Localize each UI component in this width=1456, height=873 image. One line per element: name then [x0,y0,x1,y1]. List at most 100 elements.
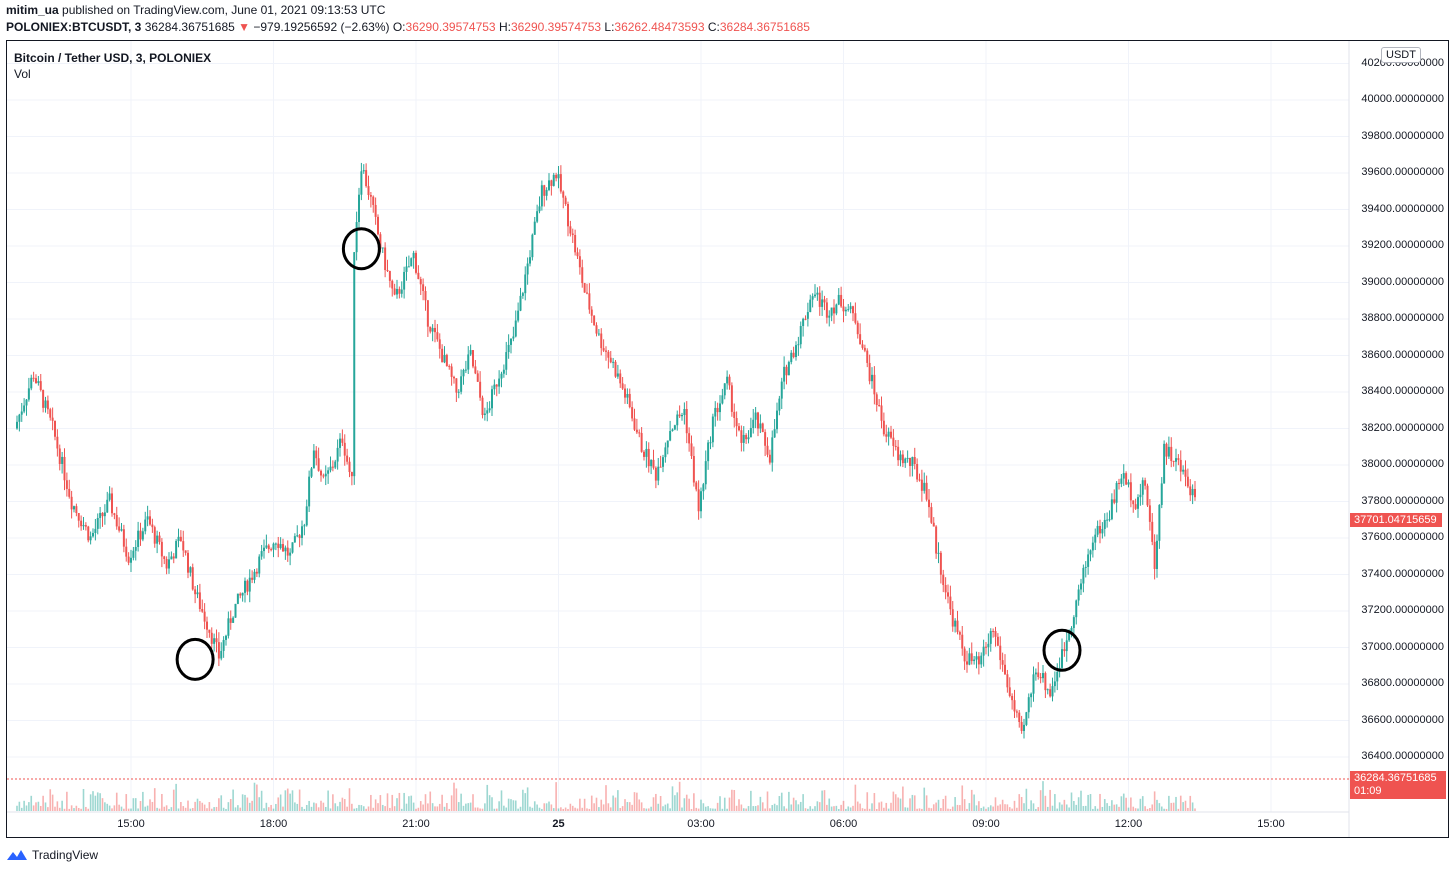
candle-body [740,430,743,443]
volume-bar [887,808,890,811]
volume-bar [560,807,562,811]
candle-body [279,544,282,548]
volume-bar [339,801,341,811]
candle-body [996,636,999,646]
volume-bar [923,787,926,811]
volume-bar [735,805,738,811]
candle-body [1018,712,1021,722]
volume-bar [780,792,783,811]
volume-bar [1077,797,1080,811]
candle-body [493,384,496,390]
volume-bar [740,804,743,811]
candle-body [1144,480,1147,486]
candle-body [403,271,406,290]
volume-bar [384,806,386,811]
candle-body [244,580,246,593]
candle-body [106,499,109,513]
candle-body [372,196,375,205]
candle-body [785,366,788,376]
volume-bar [201,802,204,811]
volume-bar [386,793,389,811]
candle-body [417,272,420,280]
volume-bar [1039,790,1042,811]
volume-bar [631,804,633,811]
chart-frame[interactable] [6,40,1449,838]
volume-bar [1051,805,1054,811]
volume-bar [970,789,973,811]
candle-body [1175,458,1177,462]
volume-bar [581,807,584,811]
candle-body [1158,504,1161,541]
volume-bar [531,807,534,811]
author-name[interactable]: mitim_ua [6,3,59,17]
volume-bar [1141,796,1144,811]
volume-bar [1020,796,1023,811]
candle-body [184,550,187,553]
candle-body [545,189,548,196]
volume-bar [491,797,493,811]
volume-bar [942,799,945,811]
volume-bar [605,785,607,811]
volume-bar [681,807,683,811]
candle-body [346,455,349,462]
candle-body [1008,687,1011,696]
candle-body [310,468,313,477]
volume-bar [417,807,420,811]
candle-body [1132,500,1135,505]
candle-body [96,517,99,529]
candle-body [246,580,249,592]
candle-body [253,571,256,580]
volume-bar [868,808,871,811]
volume-bar [959,805,961,811]
volume-bar [745,808,747,811]
candle-body [1113,499,1116,503]
candle-body [30,377,33,389]
volume-bar [94,795,97,811]
volume-bar [804,808,807,811]
volume-bar [574,807,576,811]
candle-body [122,529,125,547]
time-tick-label: 15:00 [117,818,145,830]
volume-bar [621,806,624,811]
volume-bar [916,808,918,811]
candle-body [379,234,382,249]
candle-body [954,620,957,627]
volume-bar [671,786,674,811]
candle-body [229,618,232,623]
tradingview-brand[interactable]: TradingView [6,848,98,862]
candle-body [367,186,370,195]
volume-bar [379,795,382,811]
volume-bar [1061,804,1063,811]
volume-bar [448,808,451,811]
volume-bar [1120,796,1123,811]
candle-body [776,410,778,430]
volume-bar [797,804,800,811]
volume-bar [697,808,700,811]
candle-body [32,377,35,379]
price-tick-label: 36800.00000000 [1361,677,1444,689]
candle-body [44,400,47,408]
legend-title[interactable]: Bitcoin / Tether USD, 3, POLONIEX [14,51,212,65]
volume-bar [127,808,130,811]
volume-bar [538,807,541,811]
candle-body [198,592,201,610]
candle-body [322,475,325,477]
low-label: L: [604,20,615,34]
volume-bar [771,805,774,811]
legend-volume[interactable]: Vol [14,67,31,81]
volume-bar [562,808,565,811]
candle-body [818,292,821,307]
volume-bar [270,804,272,811]
candle-body [491,389,493,409]
candle-body [505,352,508,370]
candle-body [1129,482,1132,501]
currency-badge[interactable]: USDT [1381,47,1421,63]
candle-body [170,556,173,560]
candle-body [1167,446,1170,457]
volume-bar [690,808,693,811]
price-tick-label: 39000.00000000 [1361,275,1444,288]
candle-body [1077,589,1080,601]
volume-bar [514,800,517,811]
volume-bar [626,802,629,811]
